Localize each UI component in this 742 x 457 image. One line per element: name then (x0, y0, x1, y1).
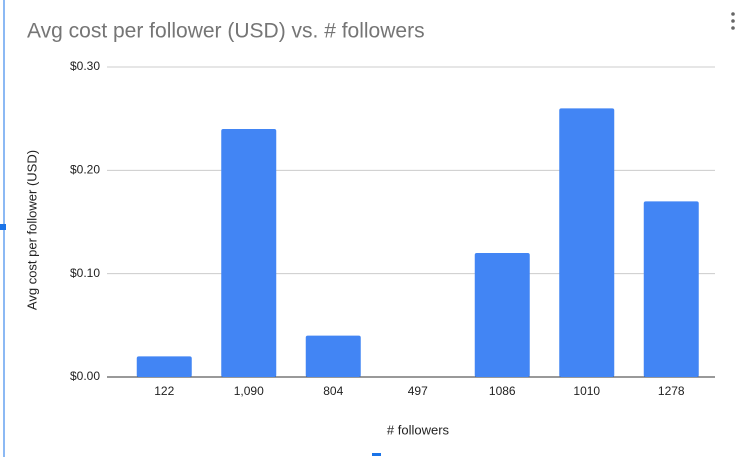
menu-dot (731, 12, 735, 16)
x-tick-label: 1278 (658, 384, 685, 398)
x-tick-label: 1,090 (234, 384, 264, 398)
x-tick-label: 497 (408, 384, 428, 398)
bar (221, 129, 277, 377)
y-tick-label: $0.10 (70, 266, 100, 280)
y-tick-label: $0.30 (70, 59, 100, 73)
bar (474, 253, 530, 377)
x-axis-title: # followers (387, 422, 450, 437)
resize-handle (0, 224, 6, 230)
y-tick-label: $0.20 (70, 163, 100, 177)
y-tick-label: $0.00 (70, 369, 100, 383)
bar (305, 335, 361, 377)
menu-dot (731, 26, 735, 30)
bar (559, 108, 615, 377)
menu-dot (731, 19, 735, 23)
resize-handle (372, 453, 381, 456)
x-tick-label: 1010 (573, 384, 600, 398)
bar (136, 356, 192, 377)
x-tick-label: 1086 (489, 384, 516, 398)
chart-title: Avg cost per follower (USD) vs. # follow… (27, 20, 425, 43)
y-axis-title: Avg cost per follower (USD) (24, 150, 39, 310)
menu-button[interactable] (731, 12, 735, 30)
x-tick-label: 804 (323, 384, 343, 398)
bar (643, 201, 699, 377)
x-tick-label: 122 (154, 384, 174, 398)
